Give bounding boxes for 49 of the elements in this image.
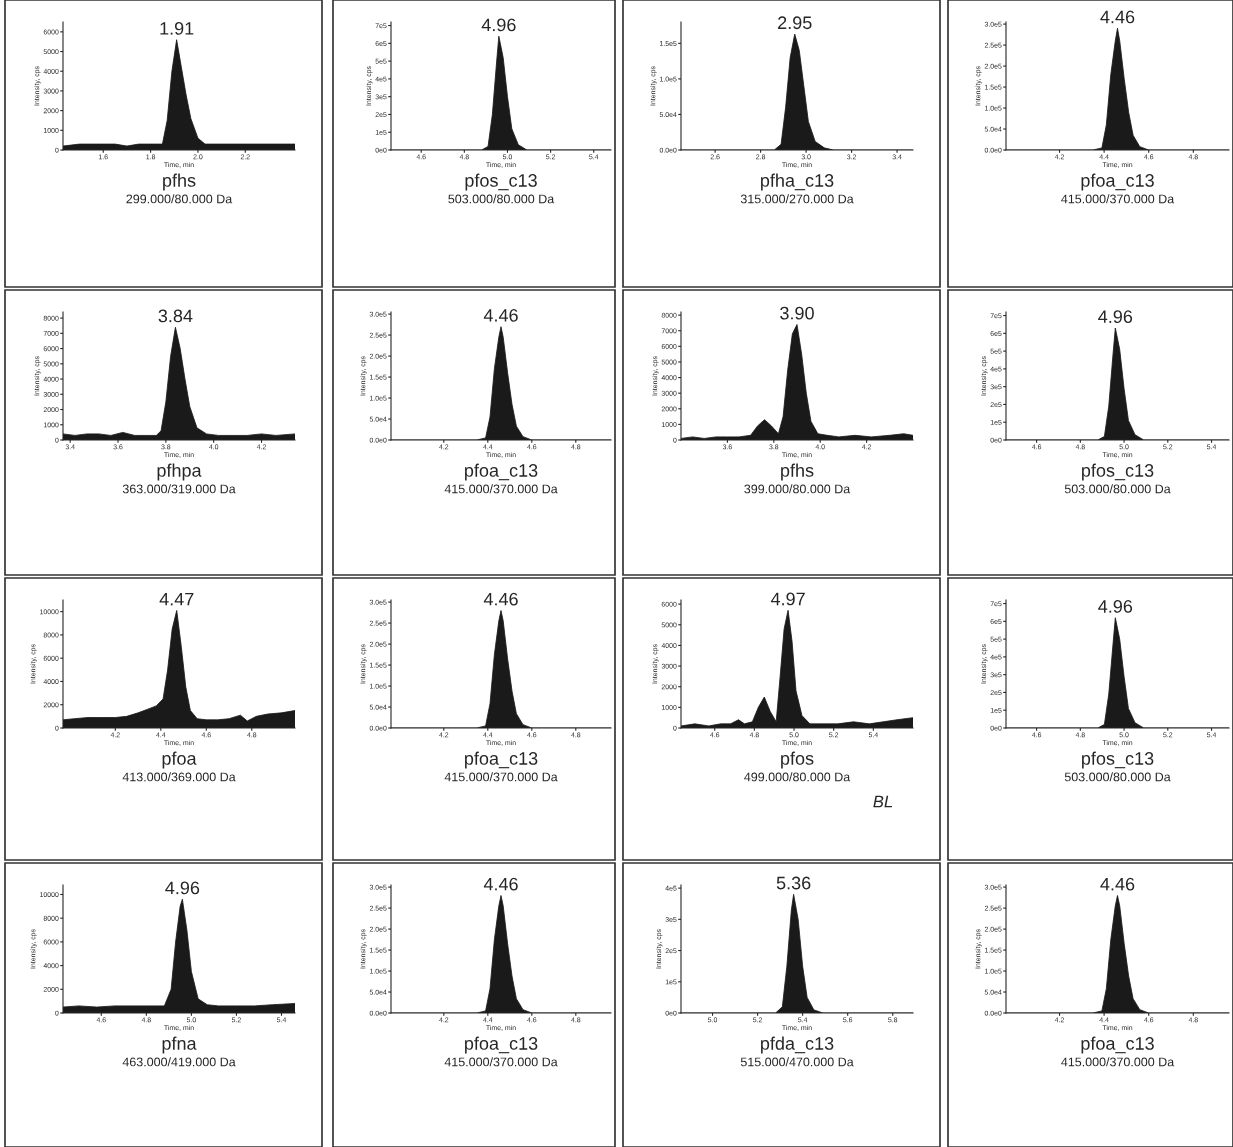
text: pfos_c13 xyxy=(1082,463,1154,481)
text: 503.000/80.000 Da xyxy=(448,194,555,204)
text: 363.000/319.000 Da xyxy=(122,484,236,494)
text: 499.000/80.000 Da xyxy=(744,772,851,782)
text: 503.000/80.000 Da xyxy=(1064,772,1171,782)
text: pfoa_c13 xyxy=(1081,173,1154,191)
annotation: 5.36 xyxy=(776,876,811,890)
text: 415.000/370.000 Da xyxy=(444,1057,558,1067)
text: pfhpa xyxy=(157,463,202,481)
annotation: 4.96 xyxy=(481,18,516,32)
annotation: 3.84 xyxy=(158,309,193,323)
text: pfoa_c13 xyxy=(465,751,538,769)
text: pfna xyxy=(162,1036,197,1054)
text: pfos_c13 xyxy=(465,173,537,191)
text: 415.000/370.000 Da xyxy=(444,772,558,782)
annotation: 2.95 xyxy=(778,16,812,30)
text: 515.000/470.000 Da xyxy=(740,1057,854,1067)
text: pfos_c13 xyxy=(1082,751,1154,769)
text: pfda_c13 xyxy=(761,1036,834,1054)
text: BL xyxy=(873,795,893,808)
text: pfoa xyxy=(162,751,197,769)
text: pfoa_c13 xyxy=(465,1036,538,1054)
text: 503.000/80.000 Da xyxy=(1064,484,1171,494)
annotation: 1.91 xyxy=(160,21,194,35)
annotation: 4.96 xyxy=(165,881,200,895)
annotation: 4.97 xyxy=(770,592,805,606)
text: 399.000/80.000 Da xyxy=(744,484,851,494)
text: 413.000/369.000 Da xyxy=(122,772,236,782)
annotation: 3.90 xyxy=(780,306,814,320)
text: pfoa_c13 xyxy=(1081,1036,1154,1054)
text: 299.000/80.000 Da xyxy=(126,194,233,204)
annotation: 4.47 xyxy=(159,592,194,606)
text: 315.000/270.000 Da xyxy=(740,194,854,204)
text: 415.000/370.000 Da xyxy=(444,484,558,494)
text: 415.000/370.000 Da xyxy=(1061,194,1175,204)
annotation: 4.46 xyxy=(483,877,518,891)
text: pfoa_c13 xyxy=(465,463,538,481)
text: 415.000/370.000 Da xyxy=(1061,1057,1175,1067)
annotation: 4.96 xyxy=(1098,310,1133,324)
text: pfhs xyxy=(163,173,196,191)
annotation: 4.46 xyxy=(1100,877,1135,891)
text: pfos xyxy=(781,751,814,769)
text: pfha_c13 xyxy=(761,173,834,191)
annotation: 4.46 xyxy=(1100,10,1135,24)
annotation: 4.96 xyxy=(1098,600,1133,613)
text: pfhs xyxy=(781,463,814,481)
annotation: 4.46 xyxy=(483,308,518,322)
annotation: 4.46 xyxy=(483,592,518,606)
text: 463.000/419.000 Da xyxy=(122,1057,236,1067)
